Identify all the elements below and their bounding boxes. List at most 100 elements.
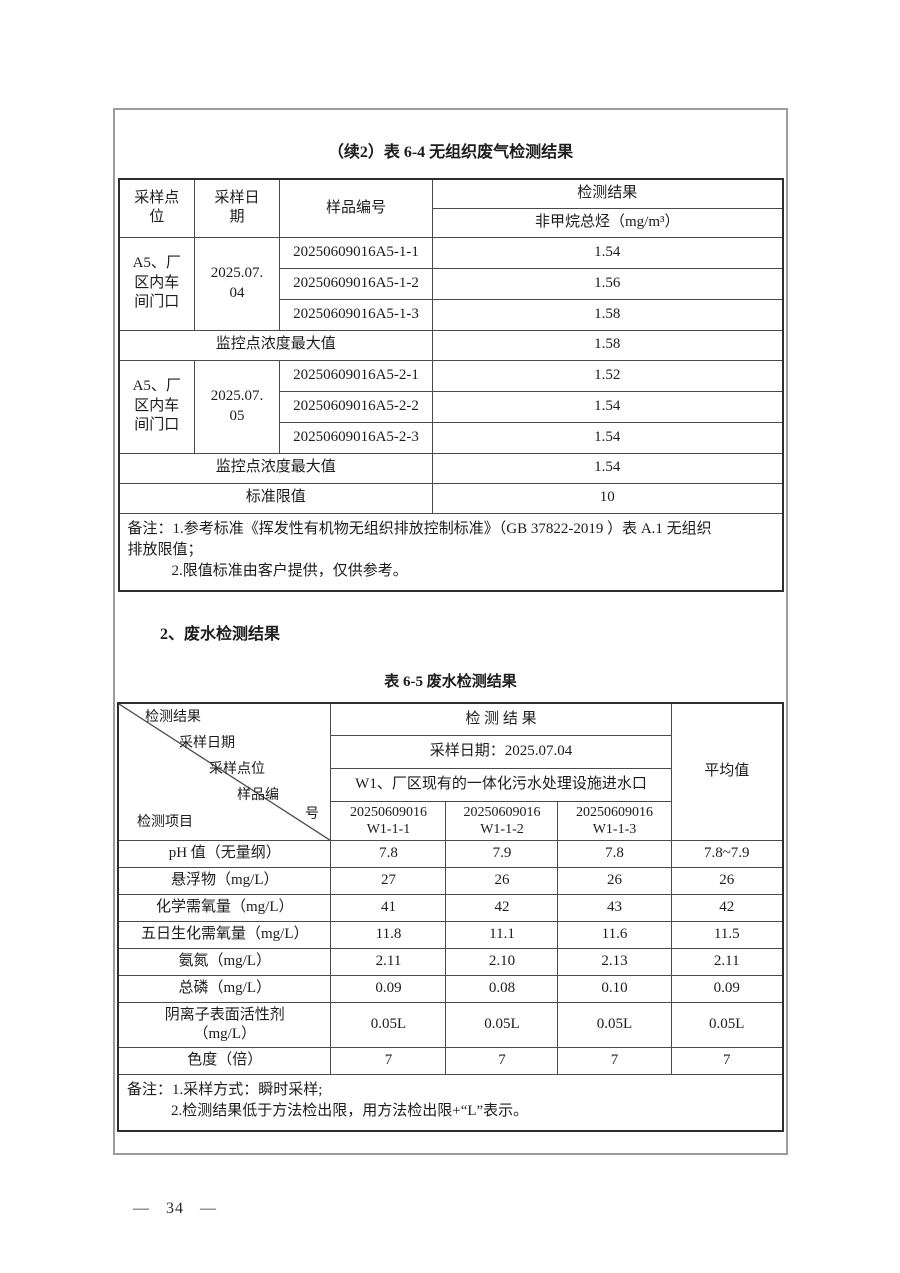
- value-cell: 1.54: [432, 236, 783, 269]
- value-cell: 2.11: [330, 948, 447, 976]
- sample-id-cell: 20250609016A5-1-3: [279, 298, 433, 331]
- table-row: 检测结果 采样日期 采样点位 样品编 号 检测项目 检 测 结 果 平均值: [117, 702, 784, 841]
- sample-id-cell: 20250609016A5-2-2: [279, 390, 433, 423]
- max-concentration-value: 1.58: [432, 329, 783, 361]
- value-cell: 0.10: [557, 975, 672, 1003]
- value-cell: 7: [557, 1047, 672, 1075]
- table-row: 备注：1.参考标准《挥发性有机物无组织排放控制标准》（GB 37822-2019…: [118, 512, 783, 591]
- table-row: 阴离子表面活性剂 （mg/L） 0.05L 0.05L 0.05L 0.05L: [117, 1002, 784, 1048]
- sampling-point-cell: A5、厂 区内车 间门口: [118, 236, 195, 331]
- item-cell: 色度（倍）: [117, 1047, 332, 1075]
- table-row: 采样日期：2025.07.04: [118, 735, 783, 769]
- table-row: 五日生化需氧量（mg/L） 11.8 11.1 11.6 11.5: [117, 921, 784, 949]
- value-cell: 11.8: [330, 921, 447, 949]
- table-6-5: 检测结果 采样日期 采样点位 样品编 号 检测项目 检 测 结 果 平均值 采样…: [116, 701, 784, 1132]
- table-6-4: 采样点 位 采样日 期 样品编号 检测结果 非甲烷总烃（mg/m³） A5、厂 …: [117, 178, 784, 592]
- average-cell: 26: [670, 867, 784, 895]
- table-row: 20250609016A5-2-2 1.54: [119, 390, 783, 423]
- table-row: A5、厂 区内车 间门口 2025.07. 05 20250609016A5-2…: [118, 359, 783, 454]
- max-concentration-value: 1.54: [432, 452, 783, 484]
- table-row: 20250609016A5-1-3 1.58: [119, 298, 783, 331]
- value-cell: 26: [557, 867, 672, 895]
- corner-label-sample2: 号: [304, 806, 319, 822]
- value-cell: 0.09: [330, 975, 447, 1003]
- corner-label-item: 检测项目: [136, 814, 193, 830]
- table-row: 监控点浓度最大值 1.58: [118, 329, 783, 361]
- value-cell: 11.6: [557, 921, 672, 949]
- table-row: 标准限值 10: [118, 482, 783, 514]
- value-cell: 27: [330, 867, 447, 895]
- value-cell: 42: [445, 894, 559, 922]
- value-cell: 7.8: [557, 840, 672, 868]
- value-cell: 1.54: [432, 390, 783, 423]
- item-cell: 阴离子表面活性剂 （mg/L）: [117, 1002, 332, 1048]
- sample-id-cell: 20250609016A5-1-1: [279, 236, 433, 269]
- page-number-value: 34: [166, 1200, 184, 1217]
- max-concentration-label: 监控点浓度最大值: [118, 329, 433, 361]
- sampling-point-cell: A5、厂 区内车 间门口: [118, 359, 195, 454]
- note-line: 2.检测结果低于方法检出限，用方法检出限+“L”表示。: [170, 1103, 529, 1119]
- table-row: W1、厂区现有的一体化污水处理设施进水口: [118, 768, 783, 802]
- average-cell: 2.11: [670, 948, 784, 976]
- table-row: 总磷（mg/L） 0.09 0.08 0.10 0.09: [117, 975, 784, 1003]
- item-cell: 氨氮（mg/L）: [117, 948, 332, 976]
- max-concentration-label: 监控点浓度最大值: [118, 452, 433, 484]
- value-cell: 7.8: [330, 840, 447, 868]
- average-cell: 0.09: [670, 975, 784, 1003]
- header-sample-number: 样品编号: [279, 178, 433, 238]
- average-cell: 0.05L: [670, 1002, 784, 1048]
- sample-id-header: 20250609016 W1-1-2: [445, 801, 559, 841]
- standard-limit-value: 10: [432, 482, 783, 514]
- table-6-5-title: 表 6-5 废水检测结果: [384, 673, 517, 690]
- page-border-frame: （续2）表 6-4 无组织废气检测结果 采样点 位 采样日 期 样品编号 检测结…: [113, 108, 788, 1155]
- item-cell: pH 值（无量纲）: [117, 840, 332, 868]
- table-6-4-notes: 备注：1.参考标准《挥发性有机物无组织排放控制标准》（GB 37822-2019…: [118, 512, 783, 591]
- value-cell: 0.05L: [445, 1002, 559, 1048]
- sample-id-cell: 20250609016A5-2-1: [279, 359, 433, 392]
- sampling-date-cell: 2025.07. 05: [194, 359, 280, 454]
- table-row: A5、厂 区内车 间门口 2025.07. 04 20250609016A5-1…: [118, 236, 783, 331]
- corner-label-sample: 样品编: [236, 787, 279, 803]
- note-line: 备注：1.采样方式：瞬时采样;: [126, 1082, 323, 1098]
- value-cell: 41: [330, 894, 447, 922]
- header-parameter: 非甲烷总烃（mg/m³）: [432, 207, 783, 238]
- sample-id-cell: 20250609016A5-1-2: [279, 267, 433, 300]
- value-cell: 26: [445, 867, 559, 895]
- value-cell: 43: [557, 894, 672, 922]
- diagonal-header-cell: 检测结果 采样日期 采样点位 样品编 号 检测项目: [117, 702, 332, 841]
- table-row: 非甲烷总烃（mg/m³）: [119, 207, 783, 238]
- table-row: 化学需氧量（mg/L） 41 42 43 42: [117, 894, 784, 922]
- table-row: 20250609016A5-2-3 1.54: [119, 421, 783, 454]
- page-number-dash-right: —: [200, 1200, 217, 1217]
- section-2-heading: 2、废水检测结果: [160, 625, 281, 643]
- value-cell: 2.10: [445, 948, 559, 976]
- average-cell: 11.5: [670, 921, 784, 949]
- value-cell: 1.52: [432, 359, 783, 392]
- average-cell: 7.8~7.9: [670, 840, 784, 868]
- note-line: 备注：1.参考标准《挥发性有机物无组织排放控制标准》（GB 37822-2019…: [127, 520, 712, 558]
- value-cell: 1.56: [432, 267, 783, 300]
- value-cell: 1.58: [432, 298, 783, 331]
- table-6-5-notes: 备注：1.采样方式：瞬时采样; 2.检测结果低于方法检出限，用方法检出限+“L”…: [117, 1074, 784, 1132]
- table-row: 氨氮（mg/L） 2.11 2.10 2.13 2.11: [117, 948, 784, 976]
- value-cell: 2.13: [557, 948, 672, 976]
- item-cell: 化学需氧量（mg/L）: [117, 894, 332, 922]
- item-cell: 总磷（mg/L）: [117, 975, 332, 1003]
- header-sampling-date: 采样日期：2025.07.04: [330, 735, 672, 769]
- average-cell: 7: [670, 1047, 784, 1075]
- corner-label-result: 检测结果: [144, 709, 201, 725]
- table-row: 采样点 位 采样日 期 样品编号 检测结果: [118, 178, 783, 238]
- header-result: 检 测 结 果: [330, 702, 672, 736]
- header-average: 平均值: [670, 702, 784, 841]
- table-row: pH 值（无量纲） 7.8 7.9 7.8 7.8~7.9: [117, 840, 784, 868]
- sample-id-header: 20250609016 W1-1-3: [557, 801, 672, 841]
- value-cell: 1.54: [432, 421, 783, 454]
- value-cell: 7.9: [445, 840, 559, 868]
- sampling-date-cell: 2025.07. 04: [194, 236, 280, 331]
- standard-limit-label: 标准限值: [118, 482, 433, 514]
- item-cell: 悬浮物（mg/L）: [117, 867, 332, 895]
- corner-label-point: 采样点位: [208, 761, 265, 777]
- item-cell: 五日生化需氧量（mg/L）: [117, 921, 332, 949]
- table-row: 监控点浓度最大值 1.54: [118, 452, 783, 484]
- note-line: 2.限值标准由客户提供，仅供参考。: [171, 562, 408, 579]
